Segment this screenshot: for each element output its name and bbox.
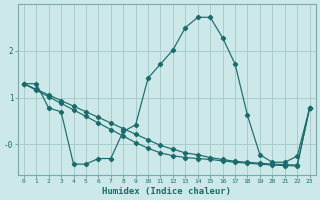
X-axis label: Humidex (Indice chaleur): Humidex (Indice chaleur) <box>102 187 231 196</box>
